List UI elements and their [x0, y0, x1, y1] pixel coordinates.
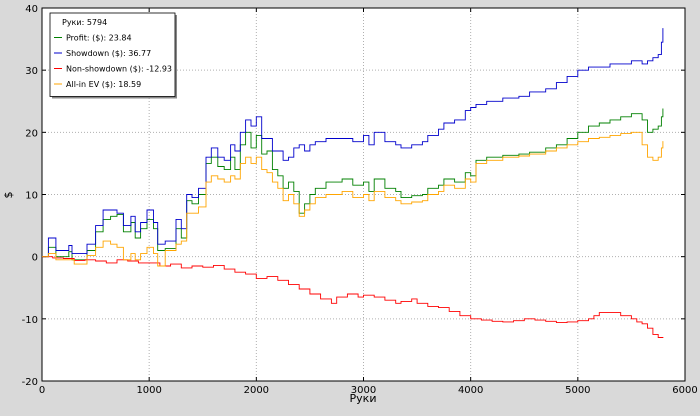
series-line-1 — [42, 28, 664, 258]
y-tick-label: 10 — [25, 191, 38, 202]
x-tick-label: 6000 — [672, 385, 697, 396]
series-line-3 — [42, 131, 664, 267]
x-tick-label: 3000 — [351, 385, 376, 396]
y-axis-label: $ — [2, 192, 15, 199]
legend: Руки: 5794 Profit: ($): 23.84 Showdown ($)… — [49, 12, 177, 99]
series-lines — [42, 28, 664, 338]
legend-box — [49, 12, 176, 97]
x-tick-label: 5000 — [565, 385, 590, 396]
legend-entry: Profit: ($): 23.84 — [66, 34, 132, 43]
legend-entry: Non-showdown ($): -12.93 — [66, 65, 172, 74]
x-tick-label: 0 — [39, 385, 45, 396]
y-tick-label: -10 — [22, 315, 38, 326]
y-tick-label: 30 — [25, 66, 38, 77]
x-tick-label: 2000 — [244, 385, 269, 396]
x-tick-label: 1000 — [136, 385, 161, 396]
y-tick-label: 0 — [32, 253, 38, 264]
y-tick-label: -20 — [22, 377, 38, 388]
x-tick-label: 4000 — [458, 385, 483, 396]
x-axis-label: Руки — [350, 392, 377, 405]
ticks: 0 1000 2000 3000 4000 5000 6000 -20 -10 0 10 20 30 40 — [22, 4, 698, 396]
legend-header: Руки: 5794 — [62, 18, 107, 27]
y-tick-label: 20 — [25, 128, 38, 139]
legend-entry: All-in EV ($): 18.59 — [66, 80, 141, 89]
y-tick-label: 40 — [25, 4, 38, 15]
legend-entry: Showdown ($): 36.77 — [66, 49, 151, 58]
